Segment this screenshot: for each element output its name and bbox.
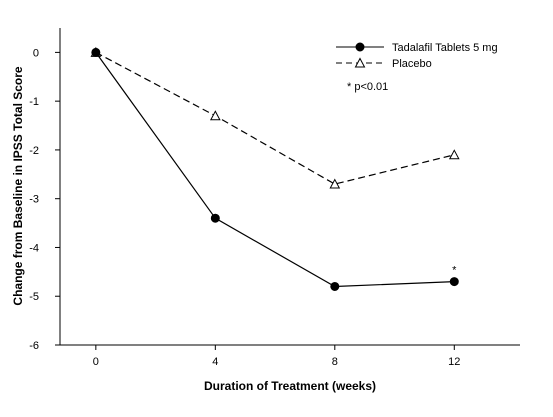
data-point-tadalafil: [449, 277, 459, 287]
data-point-tadalafil: [330, 281, 340, 291]
y-axis-title: Change from Baseline in IPSS Total Score: [11, 66, 25, 305]
y-tick-label: -2: [29, 145, 39, 157]
data-point-placebo: [209, 110, 221, 121]
series-layer: [90, 46, 460, 291]
legend: Tadalafil Tablets 5 mg Placebo * p<0.01: [336, 42, 498, 93]
y-tick-label: -6: [29, 340, 39, 352]
x-tick-label: 8: [332, 356, 338, 368]
annotation-layer: *: [452, 265, 457, 277]
significance-note: * p<0.01: [347, 81, 388, 93]
legend-marker-tadalafil: [355, 42, 365, 52]
data-point-tadalafil: [91, 47, 101, 57]
legend-marker-placebo: [354, 57, 366, 68]
y-axis-ticks: 0 -1 -2 -3 -4 -5 -6: [29, 47, 60, 352]
data-point-placebo: [448, 149, 460, 160]
y-tick-label: 0: [33, 47, 39, 59]
y-tick-label: -1: [29, 96, 39, 108]
y-tick-label: -4: [29, 242, 39, 254]
y-tick-label: -5: [29, 291, 39, 303]
y-tick-label: -3: [29, 194, 39, 206]
data-point-tadalafil: [210, 213, 220, 223]
x-tick-label: 12: [448, 356, 460, 368]
x-tick-label: 4: [212, 356, 218, 368]
x-axis-title: Duration of Treatment (weeks): [204, 379, 376, 393]
series-line-tadalafil: [95, 52, 455, 288]
data-point-placebo: [329, 178, 341, 189]
series-line-placebo: [95, 51, 455, 185]
legend-label-placebo: Placebo: [392, 58, 432, 70]
legend-item-tadalafil: Tadalafil Tablets 5 mg: [336, 42, 498, 54]
significance-asterisk: *: [452, 265, 457, 277]
legend-item-placebo: Placebo: [336, 57, 432, 70]
x-axis-ticks: 0 4 8 12: [93, 345, 460, 368]
legend-label-tadalafil: Tadalafil Tablets 5 mg: [392, 42, 498, 54]
x-tick-label: 0: [93, 356, 99, 368]
